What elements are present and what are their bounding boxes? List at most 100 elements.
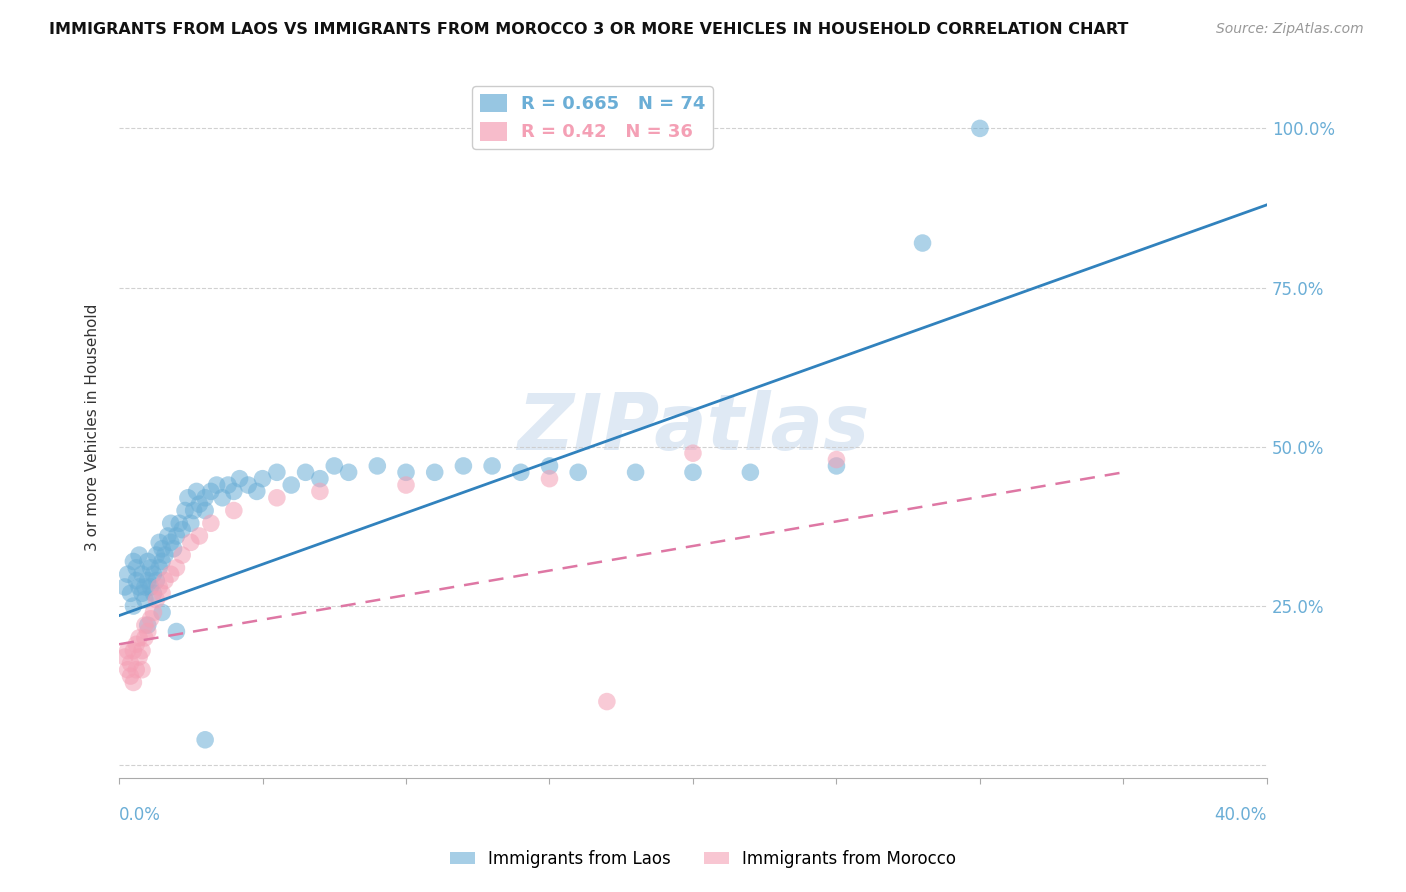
- Point: [150, 586, 173, 600]
- Point: [153, 574, 176, 588]
- Point: [395, 478, 418, 492]
- Point: [139, 580, 162, 594]
- Point: [205, 478, 228, 492]
- Point: [596, 695, 619, 709]
- Point: [200, 516, 222, 531]
- Point: [217, 478, 239, 492]
- Point: [156, 529, 179, 543]
- Point: [139, 612, 162, 626]
- Point: [294, 465, 316, 479]
- Point: [114, 650, 136, 665]
- Point: [148, 561, 170, 575]
- Point: [142, 606, 165, 620]
- Point: [172, 548, 194, 562]
- Point: [125, 561, 148, 575]
- Point: [186, 484, 208, 499]
- Point: [266, 491, 288, 505]
- Text: ZIPatlas: ZIPatlas: [517, 390, 869, 466]
- Point: [128, 548, 150, 562]
- Point: [136, 554, 159, 568]
- Point: [159, 516, 181, 531]
- Point: [120, 669, 142, 683]
- Point: [148, 580, 170, 594]
- Point: [252, 472, 274, 486]
- Point: [122, 599, 145, 613]
- Point: [134, 631, 156, 645]
- Point: [150, 554, 173, 568]
- Text: Source: ZipAtlas.com: Source: ZipAtlas.com: [1216, 22, 1364, 37]
- Point: [136, 624, 159, 639]
- Point: [162, 541, 184, 556]
- Point: [323, 458, 346, 473]
- Point: [131, 586, 153, 600]
- Point: [150, 606, 173, 620]
- Point: [128, 631, 150, 645]
- Point: [125, 663, 148, 677]
- Point: [145, 574, 167, 588]
- Point: [682, 465, 704, 479]
- Point: [148, 535, 170, 549]
- Point: [538, 472, 561, 486]
- Point: [117, 643, 139, 657]
- Point: [134, 618, 156, 632]
- Point: [131, 663, 153, 677]
- Point: [194, 491, 217, 505]
- Point: [159, 567, 181, 582]
- Point: [142, 567, 165, 582]
- Point: [159, 535, 181, 549]
- Point: [280, 478, 302, 492]
- Point: [172, 523, 194, 537]
- Point: [194, 503, 217, 517]
- Point: [682, 446, 704, 460]
- Point: [740, 465, 762, 479]
- Point: [266, 465, 288, 479]
- Point: [136, 618, 159, 632]
- Point: [825, 452, 848, 467]
- Point: [183, 503, 205, 517]
- Point: [238, 478, 260, 492]
- Point: [125, 637, 148, 651]
- Point: [128, 650, 150, 665]
- Y-axis label: 3 or more Vehicles in Household: 3 or more Vehicles in Household: [86, 304, 100, 551]
- Point: [174, 503, 197, 517]
- Text: IMMIGRANTS FROM LAOS VS IMMIGRANTS FROM MOROCCO 3 OR MORE VEHICLES IN HOUSEHOLD : IMMIGRANTS FROM LAOS VS IMMIGRANTS FROM …: [49, 22, 1129, 37]
- Point: [150, 541, 173, 556]
- Point: [481, 458, 503, 473]
- Point: [120, 586, 142, 600]
- Point: [131, 567, 153, 582]
- Point: [145, 592, 167, 607]
- Point: [309, 472, 332, 486]
- Point: [194, 732, 217, 747]
- Point: [180, 535, 202, 549]
- Point: [395, 465, 418, 479]
- Point: [188, 529, 211, 543]
- Point: [131, 643, 153, 657]
- Point: [134, 592, 156, 607]
- Point: [177, 491, 200, 505]
- Point: [122, 643, 145, 657]
- Point: [509, 465, 531, 479]
- Point: [139, 561, 162, 575]
- Legend: R = 0.665   N = 74, R = 0.42   N = 36: R = 0.665 N = 74, R = 0.42 N = 36: [472, 87, 713, 149]
- Point: [423, 465, 446, 479]
- Point: [165, 561, 187, 575]
- Point: [200, 484, 222, 499]
- Legend: Immigrants from Laos, Immigrants from Morocco: Immigrants from Laos, Immigrants from Mo…: [443, 844, 963, 875]
- Point: [222, 484, 245, 499]
- Point: [128, 580, 150, 594]
- Point: [125, 574, 148, 588]
- Point: [228, 472, 250, 486]
- Point: [538, 458, 561, 473]
- Point: [211, 491, 233, 505]
- Point: [969, 121, 991, 136]
- Point: [136, 574, 159, 588]
- Point: [122, 675, 145, 690]
- Point: [117, 567, 139, 582]
- Point: [134, 580, 156, 594]
- Point: [825, 458, 848, 473]
- Text: 40.0%: 40.0%: [1215, 806, 1267, 824]
- Text: 0.0%: 0.0%: [120, 806, 160, 824]
- Point: [567, 465, 589, 479]
- Point: [309, 484, 332, 499]
- Point: [246, 484, 269, 499]
